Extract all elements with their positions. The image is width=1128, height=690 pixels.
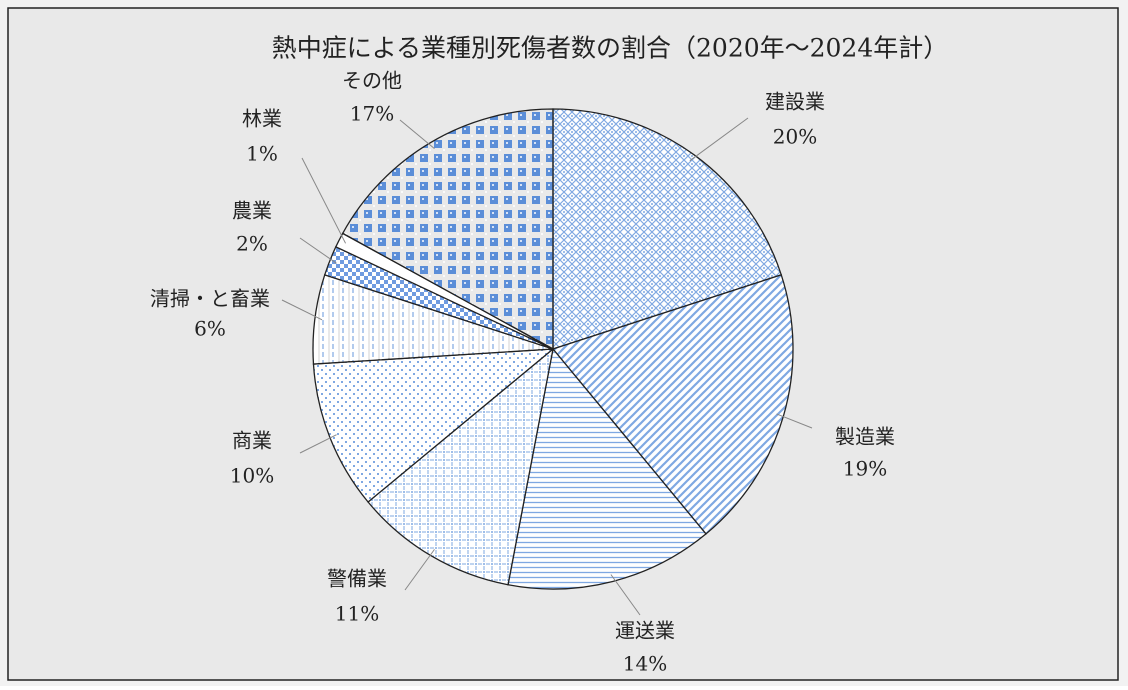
- value-label: 2%: [236, 232, 268, 256]
- pie-slice: [507, 347, 707, 590]
- slice-label: 清掃・と畜業: [150, 287, 270, 311]
- pie-slice: [312, 348, 555, 503]
- value-label: 20%: [773, 125, 817, 149]
- pie-slice: [341, 108, 554, 351]
- value-label: 17%: [350, 102, 394, 126]
- slice-label: 商業: [232, 429, 272, 453]
- leader-line: [404, 549, 435, 591]
- chart-title: 熱中症による業種別死傷者数の割合（2020年～2024年計）: [272, 34, 949, 63]
- leader-line: [776, 413, 813, 429]
- leader-line: [301, 157, 347, 244]
- slice-label: 農業: [232, 199, 272, 223]
- value-label: 6%: [194, 317, 226, 341]
- slice-label: その他: [342, 69, 402, 93]
- value-label: 14%: [623, 652, 667, 676]
- pie-slice: [552, 108, 783, 350]
- slice-label: 建設業: [765, 90, 825, 114]
- slice-label: 林業: [242, 107, 282, 131]
- pie-slice: [551, 274, 794, 535]
- leader-line: [299, 434, 337, 454]
- value-label: 19%: [843, 457, 887, 481]
- slice-label: 製造業: [835, 425, 895, 449]
- leader-line: [299, 237, 337, 264]
- value-label: 10%: [230, 464, 274, 488]
- leader-line: [399, 119, 435, 150]
- leader-line: [281, 299, 323, 321]
- value-label: 11%: [335, 602, 379, 626]
- leader-line: [610, 574, 641, 616]
- leader-line: [689, 117, 749, 162]
- pie-slice: [367, 347, 554, 586]
- slice-label: 警備業: [327, 567, 387, 591]
- value-label: 1%: [246, 142, 278, 166]
- slice-label: 運送業: [615, 619, 675, 643]
